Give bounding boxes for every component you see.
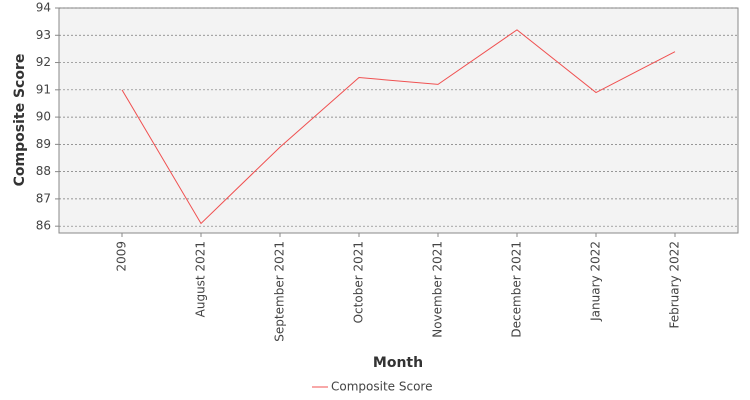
y-tick-label: 92 (36, 55, 51, 69)
x-tick-label: January 2022 (589, 241, 603, 322)
x-tick-label: 2009 (115, 241, 129, 272)
x-axis-title: Month (373, 355, 423, 371)
y-tick-label: 86 (36, 219, 51, 233)
y-tick-label: 90 (36, 110, 51, 124)
y-tick-label: 88 (36, 164, 51, 178)
x-tick-label: September 2021 (273, 241, 287, 342)
x-tick-label: December 2021 (510, 241, 524, 338)
legend-label: Composite Score (331, 380, 432, 394)
data-line (121, 29, 676, 225)
x-tick-label: August 2021 (194, 241, 208, 317)
y-tick-label: 93 (36, 28, 51, 42)
y-tick-label: 94 (36, 1, 51, 15)
x-tick-label: November 2021 (431, 241, 445, 338)
y-tick-label: 89 (36, 137, 51, 151)
y-tick-label: 87 (36, 191, 51, 205)
plot-area (58, 7, 739, 234)
y-axis-title: Composite Score (12, 54, 28, 187)
y-tick-label: 91 (36, 82, 51, 96)
x-tick-label: February 2022 (668, 241, 682, 329)
x-tick-label: October 2021 (352, 241, 366, 323)
